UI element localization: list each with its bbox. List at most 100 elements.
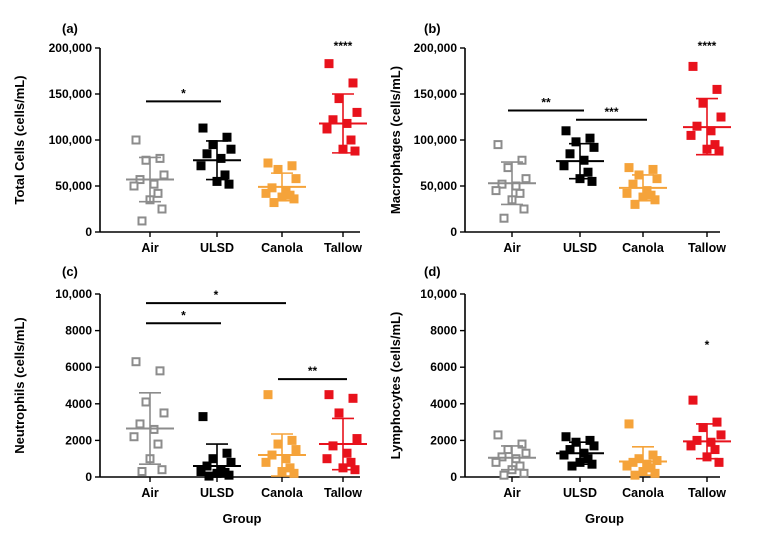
y-tick-label: 150,000 xyxy=(414,87,458,101)
data-point xyxy=(648,164,658,174)
data-point xyxy=(517,155,527,165)
panel-label: (c) xyxy=(62,264,78,279)
data-point xyxy=(204,471,214,481)
data-point xyxy=(686,441,696,451)
data-point xyxy=(565,149,575,159)
data-point xyxy=(263,390,273,400)
data-point xyxy=(350,465,360,475)
series-air xyxy=(488,140,536,223)
data-point xyxy=(585,435,595,445)
data-point xyxy=(714,146,724,156)
data-point xyxy=(571,137,581,147)
data-point xyxy=(517,439,527,449)
significance-label: * xyxy=(705,338,710,352)
data-point xyxy=(212,176,222,186)
data-point xyxy=(129,432,139,442)
data-point xyxy=(273,439,283,449)
data-point xyxy=(515,188,525,198)
y-tick-label: 10,000 xyxy=(420,287,457,301)
data-point xyxy=(334,94,344,104)
series-air xyxy=(488,430,536,480)
y-tick-label: 0 xyxy=(450,225,457,239)
data-point xyxy=(202,149,212,159)
data-point xyxy=(216,153,226,163)
data-point xyxy=(352,434,362,444)
data-point xyxy=(698,98,708,108)
y-tick-label: 6000 xyxy=(65,360,92,374)
y-tick-label: 10,000 xyxy=(55,287,92,301)
data-point xyxy=(222,448,232,458)
data-point xyxy=(269,198,279,208)
series-ulsd xyxy=(193,412,241,481)
series-canola xyxy=(619,419,667,480)
y-tick-label: 6000 xyxy=(430,360,457,374)
panel-label: (b) xyxy=(424,21,441,36)
data-point xyxy=(208,454,218,464)
data-point xyxy=(710,140,720,150)
data-point xyxy=(287,161,297,171)
x-tick-label: ULSD xyxy=(200,486,234,500)
data-point xyxy=(650,195,660,205)
data-point xyxy=(493,430,503,440)
data-point xyxy=(630,199,640,209)
data-point xyxy=(287,435,297,445)
data-point xyxy=(686,130,696,140)
data-point xyxy=(688,61,698,71)
data-point xyxy=(157,465,167,475)
x-tick-label: Canola xyxy=(622,486,665,500)
data-point xyxy=(519,204,529,214)
data-point xyxy=(706,126,716,136)
x-tick-label: Canola xyxy=(261,241,304,255)
data-point xyxy=(499,470,509,480)
y-tick-label: 0 xyxy=(85,470,92,484)
data-point xyxy=(157,204,167,214)
data-point xyxy=(328,115,338,125)
series-canola xyxy=(258,390,306,478)
data-point xyxy=(503,163,513,173)
x-tick-label: Tallow xyxy=(688,486,726,500)
data-point xyxy=(710,445,720,455)
x-tick-label: Air xyxy=(503,486,521,500)
data-point xyxy=(650,468,660,478)
data-point xyxy=(714,457,724,467)
data-point xyxy=(273,164,283,174)
data-point xyxy=(261,457,271,467)
data-point xyxy=(334,408,344,418)
panel-c: (c) 0 2000 4000 6000 8000 10,000 Air ULSD Canola T… xyxy=(12,264,367,526)
data-point xyxy=(222,132,232,142)
data-point xyxy=(153,188,163,198)
y-tick-label: 4000 xyxy=(430,397,457,411)
y-tick-label: 200,000 xyxy=(49,41,93,55)
data-point xyxy=(261,188,271,198)
series-ulsd xyxy=(193,123,241,189)
data-point xyxy=(135,419,145,429)
data-point xyxy=(628,179,638,189)
y-tick-label: 50,000 xyxy=(420,179,457,193)
data-point xyxy=(583,454,593,464)
y-axis-label: Macrophages (cells/mL) xyxy=(388,66,403,214)
significance-label: **** xyxy=(698,39,717,53)
data-point xyxy=(561,126,571,136)
significance-label: **** xyxy=(334,39,353,53)
y-tick-label: 0 xyxy=(85,225,92,239)
data-point xyxy=(153,439,163,449)
data-point xyxy=(291,445,301,455)
x-tick-label: Air xyxy=(141,486,159,500)
x-tick-label: ULSD xyxy=(563,486,597,500)
x-tick-label: Canola xyxy=(622,241,665,255)
data-point xyxy=(220,170,230,180)
series-tallow xyxy=(683,395,731,467)
data-point xyxy=(622,188,632,198)
y-tick-label: 2000 xyxy=(430,433,457,447)
x-tick-label: Tallow xyxy=(688,241,726,255)
data-point xyxy=(291,174,301,184)
series-tallow xyxy=(683,61,731,156)
significance-label: *** xyxy=(604,105,618,119)
data-point xyxy=(652,174,662,184)
y-tick-label: 8000 xyxy=(65,324,92,338)
data-point xyxy=(324,390,334,400)
data-point xyxy=(226,144,236,154)
data-point xyxy=(589,441,599,451)
x-tick-label: ULSD xyxy=(200,241,234,255)
data-point xyxy=(352,107,362,117)
